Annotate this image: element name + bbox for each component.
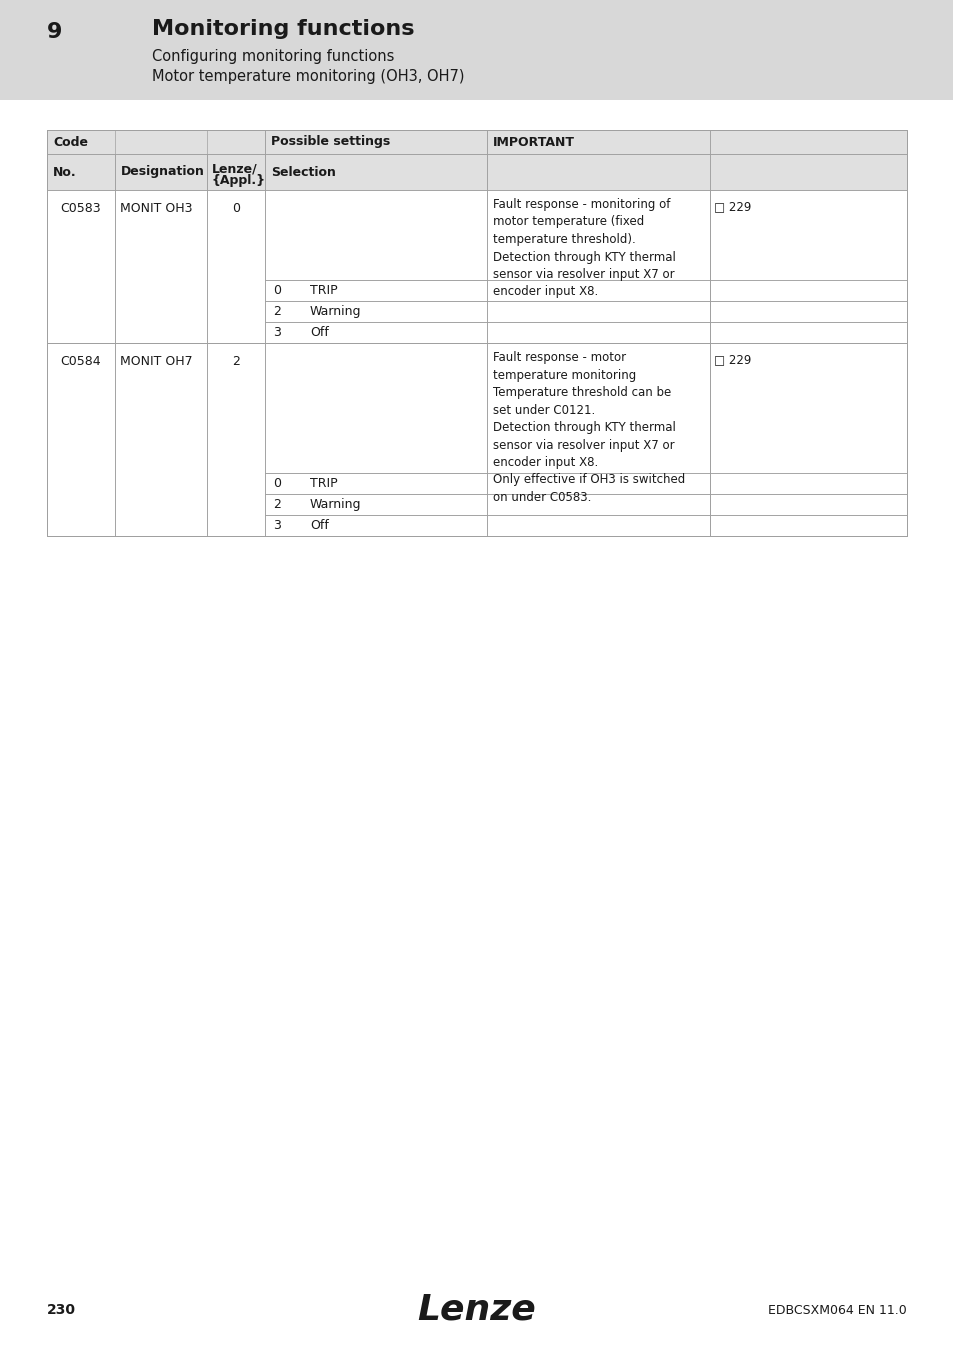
Text: Selection: Selection <box>271 166 335 178</box>
Bar <box>207 343 265 536</box>
Bar <box>486 343 709 536</box>
Text: No.: No. <box>53 166 76 178</box>
Text: Lenze/: Lenze/ <box>212 163 257 176</box>
Bar <box>265 494 486 514</box>
Bar <box>265 190 486 279</box>
Bar <box>486 514 709 536</box>
Text: {Appl.}: {Appl.} <box>212 174 266 188</box>
Text: Fault response - monitoring of
motor temperature (fixed
temperature threshold).
: Fault response - monitoring of motor tem… <box>493 198 675 298</box>
Text: EDBCSXM064 EN 11.0: EDBCSXM064 EN 11.0 <box>767 1304 906 1316</box>
Bar <box>115 190 207 343</box>
Text: C0584: C0584 <box>61 355 101 369</box>
Bar <box>486 154 906 190</box>
Text: 2: 2 <box>273 305 280 319</box>
Text: Designation: Designation <box>121 166 205 178</box>
Bar <box>709 279 906 301</box>
Text: 0: 0 <box>232 202 240 215</box>
Text: Fault response - motor
temperature monitoring
Temperature threshold can be
set u: Fault response - motor temperature monit… <box>493 351 684 504</box>
Text: 0: 0 <box>273 284 281 297</box>
Text: TRIP: TRIP <box>310 284 337 297</box>
Bar <box>47 343 115 536</box>
Bar <box>486 494 709 514</box>
Text: Configuring monitoring functions: Configuring monitoring functions <box>152 49 394 63</box>
Bar <box>265 323 486 343</box>
Bar <box>115 343 207 536</box>
Text: 3: 3 <box>273 325 280 339</box>
Text: Warning: Warning <box>310 498 361 512</box>
Text: Code: Code <box>53 135 88 148</box>
Bar <box>486 190 709 343</box>
Bar <box>47 154 115 190</box>
Text: TRIP: TRIP <box>310 477 337 490</box>
Bar <box>486 130 906 154</box>
Text: Motor temperature monitoring (OH3, OH7): Motor temperature monitoring (OH3, OH7) <box>152 69 464 84</box>
Text: Monitoring functions: Monitoring functions <box>152 19 414 39</box>
Bar <box>486 301 709 323</box>
Bar <box>115 154 207 190</box>
Text: 9: 9 <box>47 22 62 42</box>
Bar <box>486 323 709 343</box>
Text: Lenze: Lenze <box>417 1293 536 1327</box>
Bar <box>265 472 486 494</box>
Text: C0583: C0583 <box>61 202 101 215</box>
Bar <box>47 130 265 154</box>
Bar <box>265 279 486 301</box>
Bar <box>709 301 906 323</box>
Text: □ 229: □ 229 <box>713 352 751 366</box>
Bar <box>207 154 265 190</box>
Text: 2: 2 <box>232 355 240 369</box>
Bar <box>265 154 486 190</box>
Text: IMPORTANT: IMPORTANT <box>493 135 575 148</box>
Text: 3: 3 <box>273 518 280 532</box>
Bar <box>0 0 953 100</box>
Bar <box>709 190 906 343</box>
Bar <box>265 130 486 154</box>
Bar <box>265 343 486 472</box>
Bar <box>709 514 906 536</box>
Bar <box>265 301 486 323</box>
Bar <box>207 190 265 343</box>
Bar <box>486 472 709 494</box>
Text: Off: Off <box>310 518 329 532</box>
Bar <box>486 279 709 301</box>
Text: 0: 0 <box>273 477 281 490</box>
Text: 230: 230 <box>47 1303 76 1318</box>
Text: Off: Off <box>310 325 329 339</box>
Bar <box>47 190 115 343</box>
Text: MONIT OH3: MONIT OH3 <box>120 202 193 215</box>
Bar <box>709 343 906 536</box>
Bar <box>709 494 906 514</box>
Text: 2: 2 <box>273 498 280 512</box>
Text: Warning: Warning <box>310 305 361 319</box>
Text: Possible settings: Possible settings <box>271 135 390 148</box>
Text: MONIT OH7: MONIT OH7 <box>120 355 193 369</box>
Bar <box>709 472 906 494</box>
Bar <box>709 323 906 343</box>
Text: □ 229: □ 229 <box>713 200 751 213</box>
Bar <box>265 514 486 536</box>
